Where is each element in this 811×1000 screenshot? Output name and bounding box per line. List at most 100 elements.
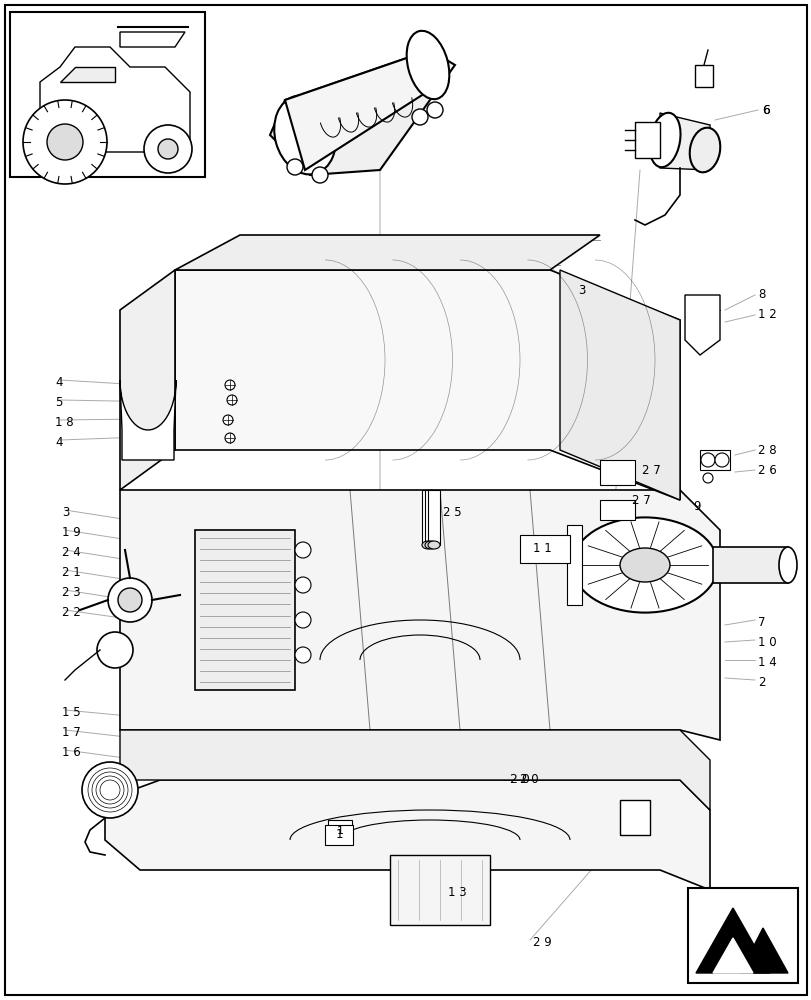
Polygon shape [285,50,430,170]
Text: 2 4: 2 4 [62,546,80,560]
Bar [599,460,634,485]
Text: 3: 3 [577,284,585,296]
Text: 2 0: 2 0 [509,773,530,786]
Circle shape [294,542,311,558]
Circle shape [294,647,311,663]
Text: 2 6: 2 6 [757,464,776,477]
Polygon shape [120,730,709,810]
Circle shape [411,109,427,125]
Bar [427,490,440,545]
Text: 7: 7 [757,616,765,630]
Bar [324,825,353,845]
Ellipse shape [422,541,433,549]
Circle shape [118,588,142,612]
Text: 2 8: 2 8 [757,444,775,456]
Bar [10,12,204,177]
Text: 6: 6 [761,104,769,117]
Text: 3: 3 [62,506,69,520]
Bar [519,535,569,563]
Polygon shape [659,113,709,170]
Ellipse shape [427,541,440,549]
Polygon shape [120,380,176,460]
Text: 2 3: 2 3 [62,586,80,599]
Circle shape [158,139,178,159]
Text: 1 7: 1 7 [62,726,80,740]
Text: 1 8: 1 8 [55,416,74,430]
Polygon shape [695,908,769,973]
Circle shape [223,415,233,425]
Circle shape [714,453,728,467]
Text: 1 9: 1 9 [62,526,80,540]
Polygon shape [684,295,719,355]
Text: 8: 8 [757,288,765,302]
Polygon shape [40,47,190,152]
Circle shape [286,159,303,175]
Ellipse shape [649,113,680,167]
Bar [687,888,797,983]
Circle shape [294,612,311,628]
Bar [620,800,649,835]
Circle shape [108,578,152,622]
Text: 2 5: 2 5 [443,506,461,520]
Polygon shape [175,270,679,500]
Polygon shape [270,50,454,175]
Polygon shape [120,270,175,490]
Circle shape [311,167,328,183]
Bar [699,450,729,470]
Ellipse shape [406,31,448,99]
Text: 1 1: 1 1 [532,542,551,554]
Text: 1 0: 1 0 [757,637,775,650]
Text: 6: 6 [761,104,769,117]
Circle shape [82,762,138,818]
Ellipse shape [689,128,719,172]
Bar [328,820,351,840]
Ellipse shape [778,547,796,583]
Circle shape [294,577,311,593]
Text: 1 2: 1 2 [757,308,776,322]
Text: 5: 5 [55,396,62,410]
Circle shape [144,125,191,173]
Text: 1 4: 1 4 [757,656,776,670]
Polygon shape [560,270,679,500]
Text: 2 7: 2 7 [631,493,650,506]
Text: 2 0: 2 0 [519,773,538,786]
Text: 1: 1 [335,828,342,841]
Polygon shape [566,525,581,605]
Bar [195,530,294,690]
Ellipse shape [424,541,436,549]
Polygon shape [105,780,709,890]
Text: 4: 4 [55,436,62,450]
Circle shape [227,395,237,405]
Ellipse shape [620,548,669,582]
Text: 2 7: 2 7 [642,464,660,477]
Polygon shape [634,122,659,158]
Ellipse shape [274,96,336,174]
Text: 1 5: 1 5 [62,706,80,720]
Circle shape [97,632,133,668]
Circle shape [23,100,107,184]
Circle shape [700,453,714,467]
Polygon shape [120,490,719,740]
Circle shape [427,102,443,118]
Text: 1 3: 1 3 [448,886,466,899]
Text: 1 6: 1 6 [62,746,80,760]
Bar [694,65,712,87]
Polygon shape [120,32,185,47]
Polygon shape [175,235,599,270]
Text: 4: 4 [55,376,62,389]
Bar [422,490,433,545]
Circle shape [702,473,712,483]
Ellipse shape [571,517,717,613]
Polygon shape [60,67,115,82]
Text: 2: 2 [757,676,765,690]
Bar [424,490,436,545]
Bar [599,500,634,520]
Text: 1: 1 [336,826,343,836]
Circle shape [225,380,234,390]
Text: 2 2: 2 2 [62,606,80,619]
Text: 9: 9 [692,500,700,514]
Polygon shape [739,928,787,973]
Circle shape [225,433,234,443]
Text: 2 1: 2 1 [62,566,80,580]
Polygon shape [712,938,752,973]
